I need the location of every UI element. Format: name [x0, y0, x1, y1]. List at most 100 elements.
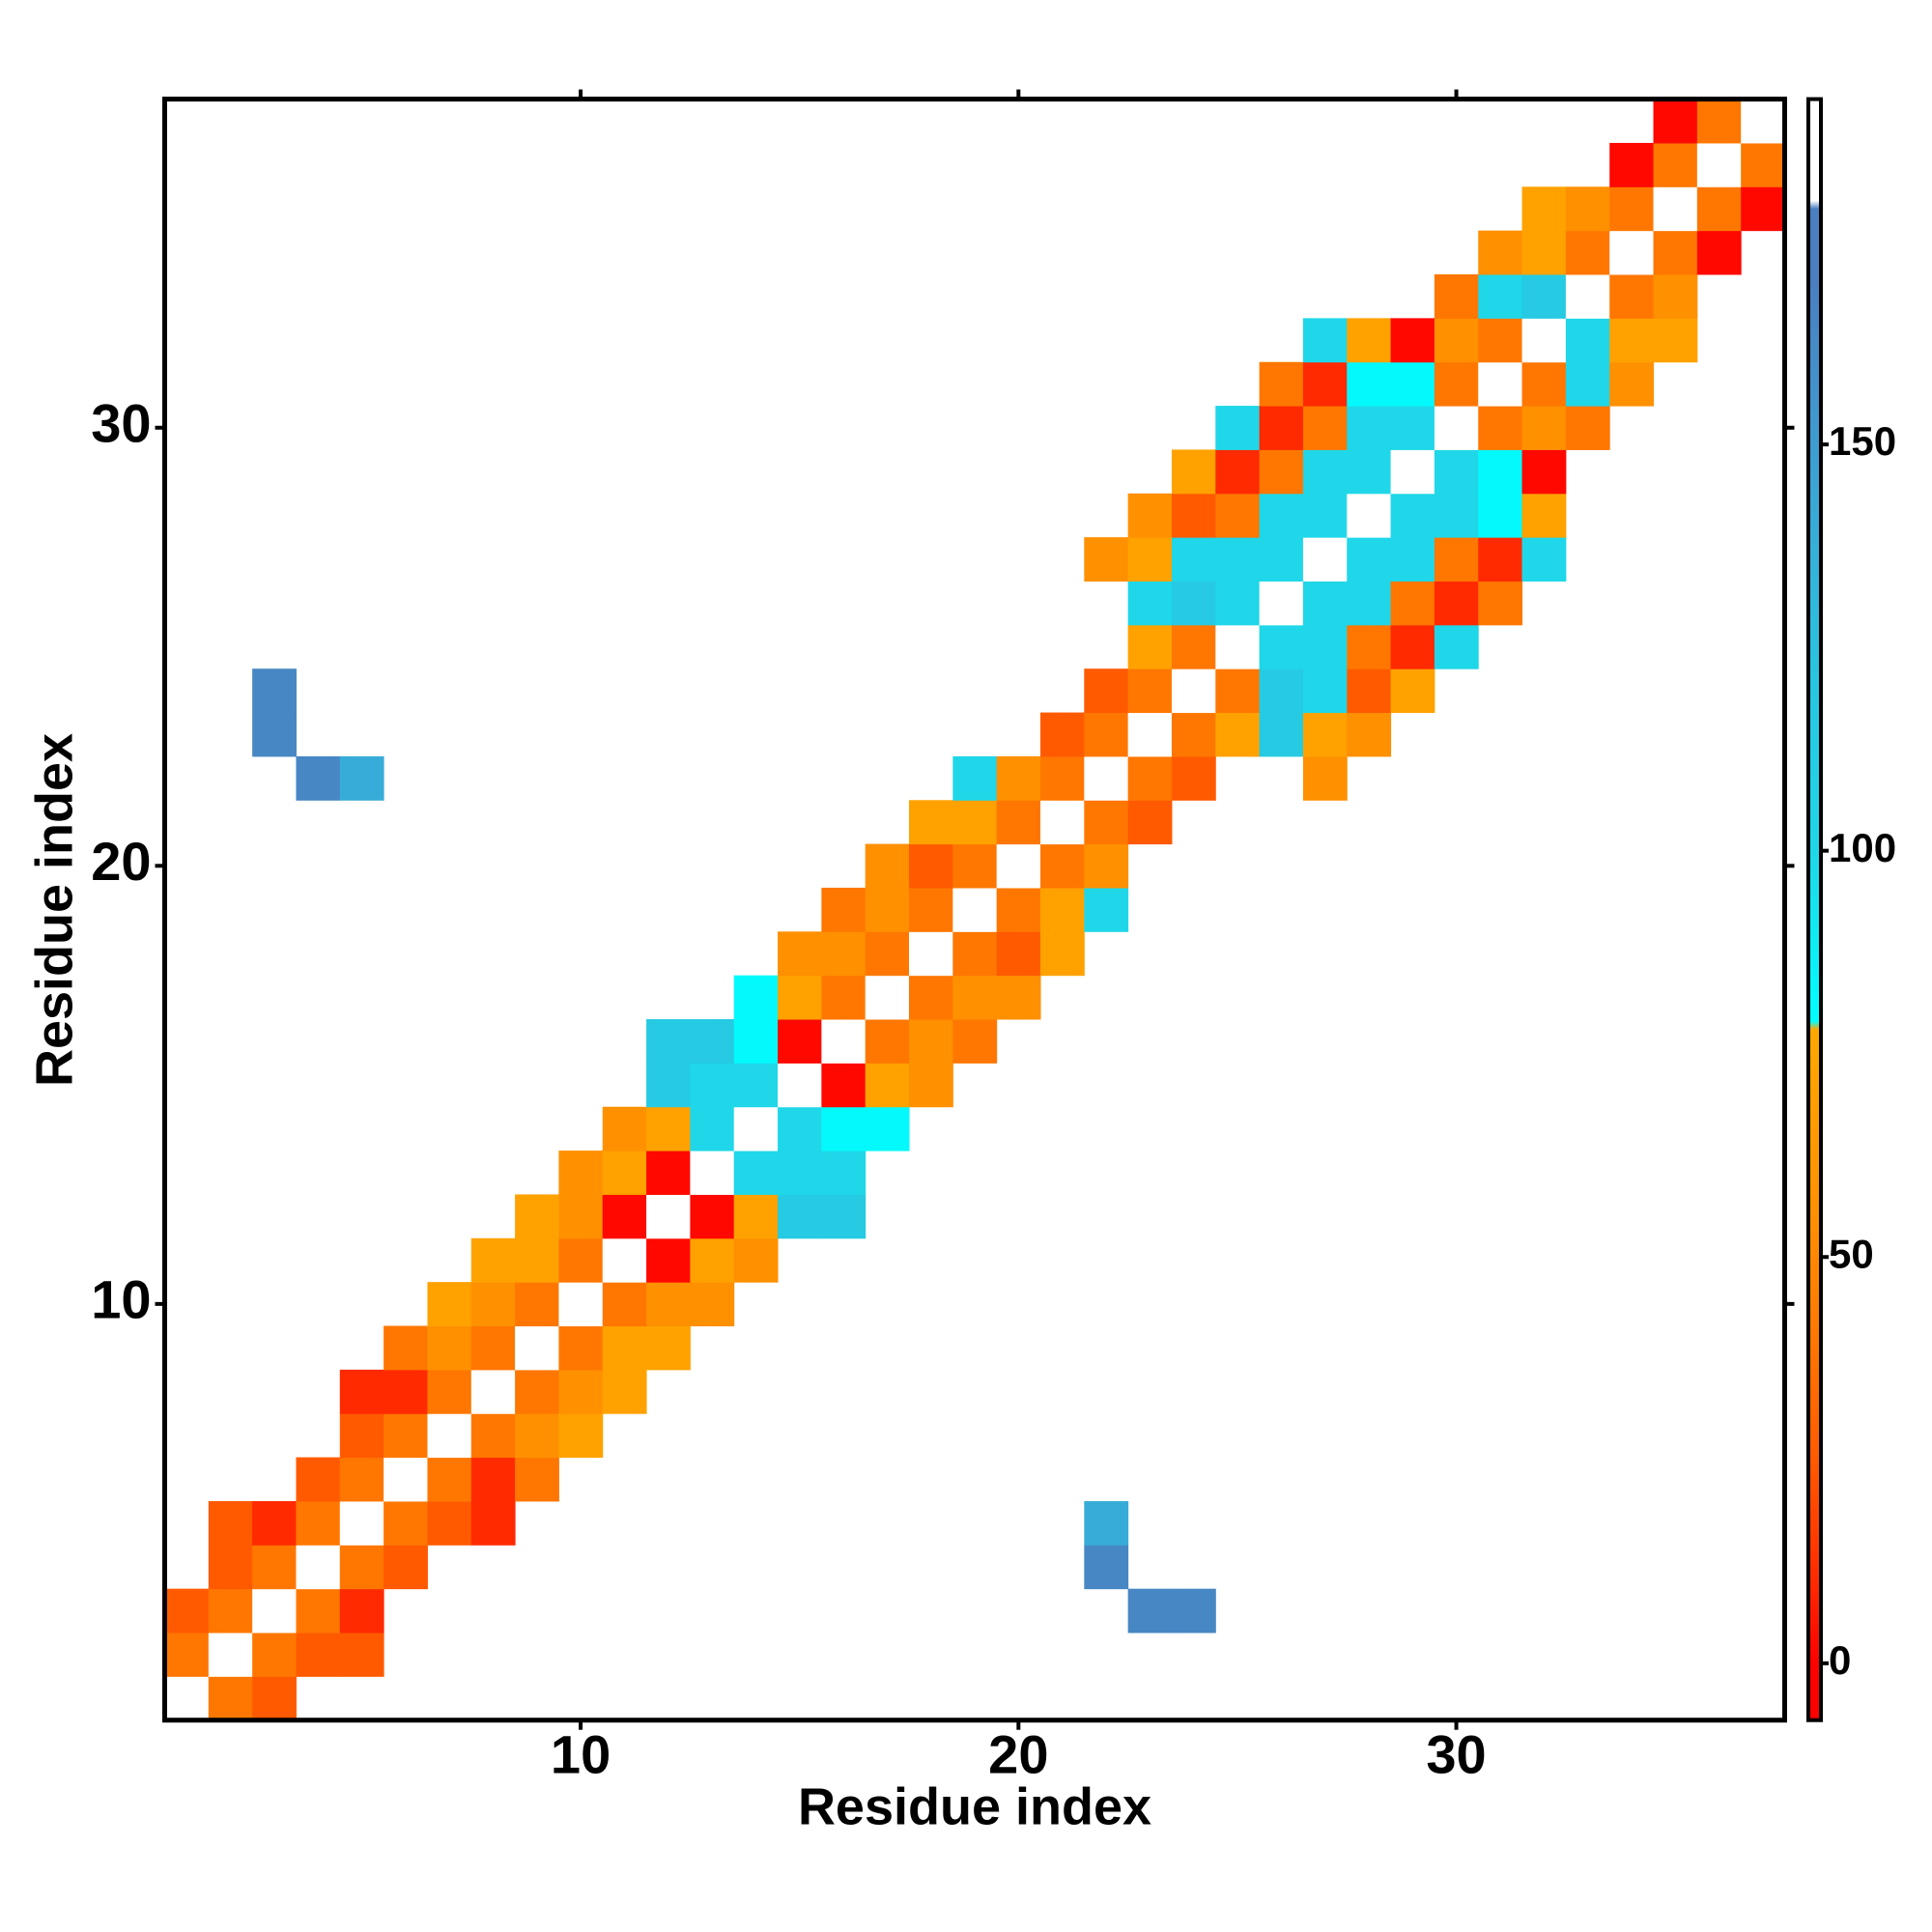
heatmap-cell [558, 1369, 604, 1414]
heatmap-cell [733, 1019, 779, 1064]
heatmap-cell [1478, 230, 1523, 275]
heatmap-cell [339, 1545, 384, 1590]
heatmap-cell [1259, 406, 1304, 450]
heatmap-cell [1259, 668, 1304, 714]
heatmap-cell [1434, 406, 1479, 450]
heatmap-cell [1259, 449, 1304, 495]
heatmap-cell [909, 975, 953, 1020]
heatmap-cell [1127, 537, 1173, 582]
heatmap-cell [1741, 99, 1785, 144]
heatmap-cell [1259, 624, 1304, 669]
heatmap-cell [821, 1019, 867, 1064]
heatmap-cell [339, 1413, 384, 1459]
heatmap-cell [1347, 712, 1392, 757]
heatmap-cell [733, 1063, 779, 1108]
heatmap-cell [1434, 581, 1479, 626]
heatmap-cell [1565, 318, 1610, 363]
heatmap-cell [1302, 318, 1348, 363]
heatmap-cell [1521, 318, 1567, 363]
heatmap-cell [1653, 186, 1698, 232]
heatmap-cell [252, 1588, 297, 1634]
heatmap-cell [1653, 274, 1698, 319]
heatmap-cell [1084, 755, 1129, 801]
heatmap-cell [1521, 230, 1567, 275]
heatmap-cell [865, 887, 910, 932]
heatmap-cell [1565, 406, 1610, 450]
heatmap-cell [1171, 449, 1216, 495]
heatmap-cell [952, 1019, 998, 1064]
heatmap-cell [646, 1237, 691, 1283]
heatmap-cell [778, 1194, 822, 1239]
heatmap-cell [778, 931, 822, 977]
heatmap-cell [690, 1106, 735, 1151]
heatmap-cell [252, 712, 297, 757]
heatmap-cell [1434, 318, 1479, 363]
heatmap-cell [733, 1237, 779, 1283]
heatmap-cell [296, 1588, 341, 1634]
heatmap-cell [996, 887, 1041, 932]
heatmap-cell [558, 1237, 604, 1283]
heatmap-cell [646, 1282, 691, 1327]
heatmap-cell [1565, 230, 1610, 275]
heatmap-cell [1259, 361, 1304, 407]
heatmap-cell [1609, 361, 1655, 407]
heatmap-cell [470, 1237, 516, 1283]
heatmap-cell [1565, 274, 1610, 319]
heatmap-cell [558, 1151, 604, 1195]
heatmap-cell [1084, 537, 1129, 582]
heatmap-cell [1127, 624, 1173, 669]
heatmap-cell [1215, 668, 1261, 714]
heatmap-cell [1171, 581, 1216, 626]
heatmap-cell [1127, 755, 1173, 801]
heatmap-cell [296, 1457, 341, 1502]
heatmap-cell [1390, 581, 1435, 626]
heatmap-cell [1565, 186, 1610, 232]
heatmap-cell [821, 1194, 867, 1239]
heatmap-cell [1521, 493, 1567, 538]
heatmap-cell [1215, 537, 1261, 582]
heatmap-cell [1609, 318, 1655, 363]
heatmap-cell [1347, 537, 1392, 582]
heatmap-cell [1521, 274, 1567, 319]
heatmap-cell [252, 668, 297, 714]
x-tick-label: 20 [988, 1723, 1048, 1784]
colorbar-tick-label: 0 [1829, 1637, 1851, 1683]
heatmap-cell [515, 1282, 559, 1327]
heatmap-cell [733, 975, 779, 1020]
heatmap-cell [1347, 668, 1392, 714]
heatmap-cell [1215, 406, 1261, 450]
heatmap-cell [339, 1588, 384, 1634]
heatmap-cell [1653, 142, 1698, 187]
heatmap-cell [1084, 1545, 1129, 1590]
heatmap-cell [865, 931, 910, 977]
heatmap-cell [1521, 186, 1567, 232]
heatmap-cell [909, 1019, 953, 1064]
heatmap-cell [602, 1237, 647, 1283]
heatmap-cell [427, 1413, 472, 1459]
heatmap-cell [602, 1151, 647, 1195]
heatmap-cell [865, 975, 910, 1020]
heatmap-cell [558, 1413, 604, 1459]
heatmap-cell [996, 755, 1041, 801]
heatmap-cell [952, 931, 998, 977]
heatmap-cell [558, 1325, 604, 1371]
heatmap-cell [1741, 186, 1785, 232]
heatmap-cell [1609, 230, 1655, 275]
heatmap-cell [865, 1063, 910, 1108]
heatmap-cell [952, 800, 998, 845]
heatmap-cell [733, 1106, 779, 1151]
heatmap-cell [1127, 800, 1173, 845]
heatmap-cell [1215, 493, 1261, 538]
heatmap-cell [1653, 230, 1698, 275]
heatmap-cell [1171, 712, 1216, 757]
heatmap-cell [690, 1019, 735, 1064]
heatmap-cell [339, 1457, 384, 1502]
heatmap-cell [1127, 493, 1173, 538]
heatmap-cell [1302, 493, 1348, 538]
heatmap-cell [252, 1545, 297, 1590]
heatmap-cell [690, 1282, 735, 1327]
heatmap-cell [602, 1369, 647, 1414]
heatmap-cell [1347, 493, 1392, 538]
heatmap-cell [1259, 581, 1304, 626]
heatmap-cell [1653, 99, 1698, 144]
